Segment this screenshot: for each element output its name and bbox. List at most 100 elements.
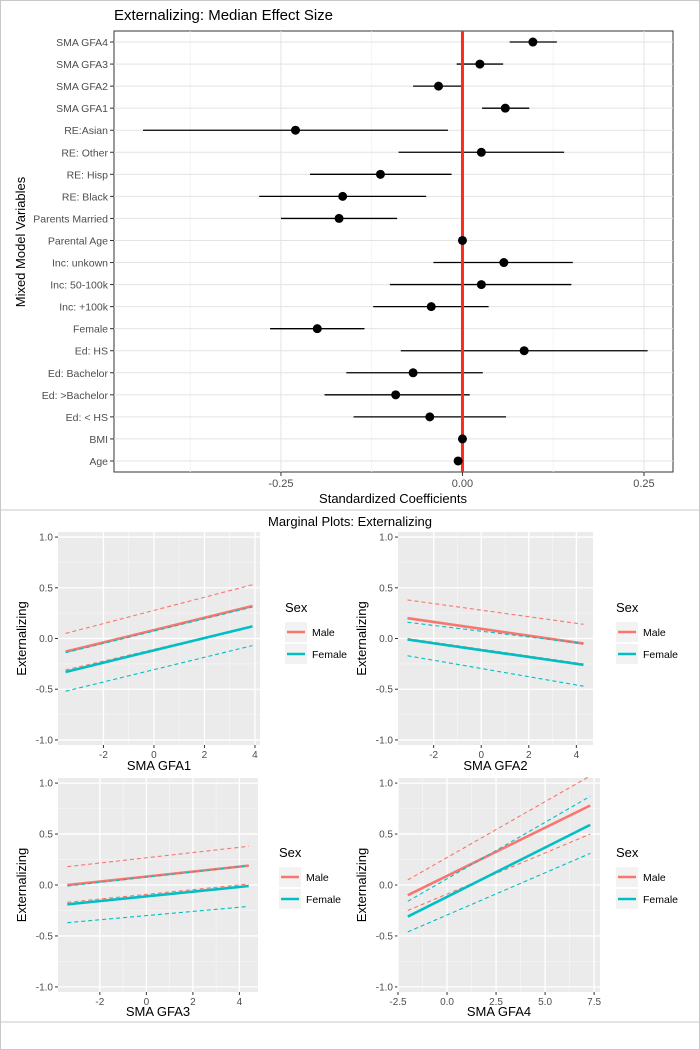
marginal-x-tick-label: 0 — [144, 997, 150, 1008]
marginal-y-tick-label: 0.0 — [39, 881, 53, 892]
marginal-x-tick-label: 0.0 — [440, 997, 454, 1008]
marginal-y-tick-label: 0.5 — [379, 830, 393, 841]
marginal-fit-line-female — [407, 823, 591, 918]
forest-point — [338, 191, 348, 201]
forest-point — [290, 125, 300, 135]
forest-y-label: RE: Other — [61, 147, 108, 159]
marginal-ci-upper-female — [67, 865, 249, 887]
marginal-ci-lower-male — [65, 625, 253, 671]
marginal-x-tick-label: 4 — [574, 750, 580, 761]
marginal-title: Marginal Plots: Externalizing — [268, 514, 432, 529]
forest-y-label: RE: Black — [62, 191, 109, 203]
forest-y-label: Ed: Bachelor — [48, 368, 109, 380]
marginal-y-tick-label: -0.5 — [36, 931, 54, 942]
forest-point — [375, 169, 385, 179]
marginal-fit-line-female — [65, 625, 253, 674]
marginal-legend-label: Female — [643, 894, 678, 906]
marginal-legend: Sex Male Female — [616, 600, 678, 664]
marginal-fit-line-female — [407, 638, 584, 667]
forest-x-tick-label: -0.25 — [268, 478, 293, 490]
marginal-x-tick-label: 2 — [202, 750, 208, 761]
marginal-y-tick-label: -0.5 — [36, 685, 54, 696]
marginal-ylabel: Externalizing — [354, 601, 369, 675]
marginal-legend-label: Male — [643, 872, 666, 884]
marginal-legend-label: Male — [643, 627, 666, 639]
marginal-y-tick-label: -0.5 — [376, 931, 394, 942]
forest-point — [425, 412, 435, 422]
forest-y-label: Ed: < HS — [66, 412, 108, 424]
marginal-ci-upper-female — [407, 795, 591, 902]
forest-point — [476, 280, 486, 290]
forest-y-label: Inc: +100k — [59, 302, 108, 314]
forest-point — [312, 324, 322, 334]
forest-point — [519, 346, 529, 356]
marginal-legend-title: Sex — [616, 600, 639, 615]
marginal-legend: Sex Male Female — [285, 600, 347, 664]
marginal-y-tick-label: 1.0 — [379, 533, 393, 544]
forest-y-label: Ed: >Bachelor — [42, 390, 109, 402]
marginal-x-tick-label: 7.5 — [587, 997, 601, 1008]
forest-point — [476, 147, 486, 157]
marginal-x-tick-label: 5.0 — [538, 997, 552, 1008]
marginal-legend-title: Sex — [285, 600, 308, 615]
forest-y-label: Parental Age — [48, 235, 108, 247]
marginal-legend-label: Female — [312, 649, 347, 661]
marginal-ylabel: Externalizing — [354, 848, 369, 922]
marginal-ylabel: Externalizing — [14, 601, 29, 675]
forest-point — [457, 434, 467, 444]
marginal-legend-label: Female — [306, 894, 341, 906]
marginal-xlabel: SMA GFA2 — [463, 758, 527, 773]
marginal-y-tick-label: 0.5 — [39, 830, 53, 841]
marginal-y-tick-label: -1.0 — [376, 735, 394, 746]
forest-x-tick-label: 0.25 — [633, 478, 654, 490]
marginal-y-tick-label: -1.0 — [36, 982, 54, 993]
marginal-y-tick-label: 0.0 — [39, 634, 53, 645]
marginal-ci-lower-female — [67, 905, 249, 924]
marginal-x-tick-label: 0 — [478, 750, 484, 761]
marginal-x-tick-label: -2 — [429, 750, 438, 761]
marginal-ci-upper-male — [67, 845, 249, 868]
forest-point — [434, 81, 444, 91]
marginal-x-tick-label: 0 — [151, 750, 157, 761]
forest-y-label: RE:Asian — [64, 125, 108, 137]
marginal-xlabel: SMA GFA4 — [467, 1004, 531, 1019]
marginal-fit-line-male — [65, 604, 253, 653]
marginal-fit-line-female — [67, 884, 249, 906]
marginal-ci-upper-male — [407, 599, 584, 625]
forest-point — [334, 213, 344, 223]
forest-y-label: Age — [89, 456, 108, 468]
forest-point — [499, 258, 509, 268]
marginal-panel-2: -1.0 -0.5 0.0 0.5 1.0 -2 0 2 4 SMA GFA2 Externaliz… — [354, 532, 678, 773]
marginal-y-tick-label: 0.0 — [379, 881, 393, 892]
marginal-legend-label: Male — [312, 627, 335, 639]
marginal-ci-lower-male — [407, 833, 591, 911]
marginal-legend-label: Male — [306, 872, 329, 884]
marginal-x-tick-label: -2.5 — [389, 997, 407, 1008]
forest-y-label: Ed: HS — [75, 346, 108, 358]
marginal-y-tick-label: 0.5 — [379, 583, 393, 594]
marginal-y-tick-label: 1.0 — [39, 533, 53, 544]
marginal-legend-title: Sex — [279, 845, 302, 860]
marginal-x-tick-label: -2 — [95, 997, 104, 1008]
marginal-xlabel: SMA GFA3 — [126, 1004, 190, 1019]
marginal-y-tick-label: -1.0 — [376, 982, 394, 993]
forest-y-label: Parents Married — [33, 213, 108, 225]
forest-plot: Externalizing: Median Effect Size Standa… — [13, 7, 674, 506]
marginal-x-tick-label: 2 — [526, 750, 532, 761]
forest-y-label: RE: Hisp — [67, 169, 109, 181]
marginal-y-tick-label: -0.5 — [376, 685, 394, 696]
forest-y-label: SMA GFA2 — [56, 81, 108, 93]
marginal-panel-1: -1.0 -0.5 0.0 0.5 1.0 -2 0 2 4 SMA GFA1 Externaliz… — [14, 532, 347, 773]
forest-y-label: SMA GFA3 — [56, 59, 108, 71]
marginal-y-tick-label: -1.0 — [36, 735, 54, 746]
forest-point — [453, 456, 463, 466]
forest-point — [500, 103, 510, 113]
forest-y-label: BMI — [89, 434, 108, 446]
marginal-ci-lower-male — [67, 883, 249, 903]
marginal-ci-lower-female — [407, 852, 591, 933]
marginal-x-tick-label: 4 — [252, 750, 258, 761]
forest-point — [457, 235, 467, 245]
marginal-y-tick-label: 0.5 — [39, 583, 53, 594]
marginal-xlabel: SMA GFA1 — [127, 758, 191, 773]
